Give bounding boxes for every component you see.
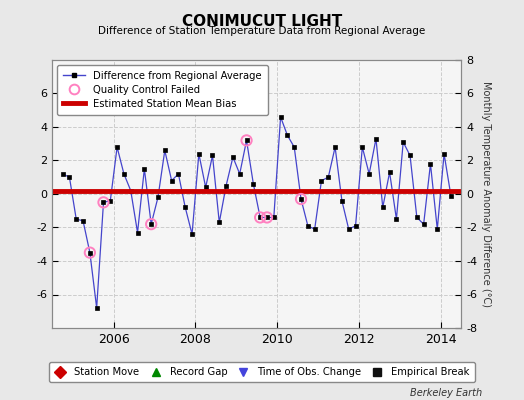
Point [147, 221, 156, 227]
Legend: Station Move, Record Gap, Time of Obs. Change, Empirical Break: Station Move, Record Gap, Time of Obs. C… [49, 362, 475, 382]
Point [256, 214, 264, 221]
Text: Difference of Station Temperature Data from Regional Average: Difference of Station Temperature Data f… [99, 26, 425, 36]
Legend: Difference from Regional Average, Quality Control Failed, Estimated Station Mean: Difference from Regional Average, Qualit… [58, 65, 268, 115]
Point [243, 137, 251, 144]
Y-axis label: Monthly Temperature Anomaly Difference (°C): Monthly Temperature Anomaly Difference (… [481, 81, 491, 307]
Point [263, 214, 271, 221]
Point [297, 196, 305, 202]
Text: CONIMUCUT LIGHT: CONIMUCUT LIGHT [182, 14, 342, 29]
Text: Berkeley Earth: Berkeley Earth [410, 388, 482, 398]
Point [86, 250, 94, 256]
Point [99, 199, 107, 206]
